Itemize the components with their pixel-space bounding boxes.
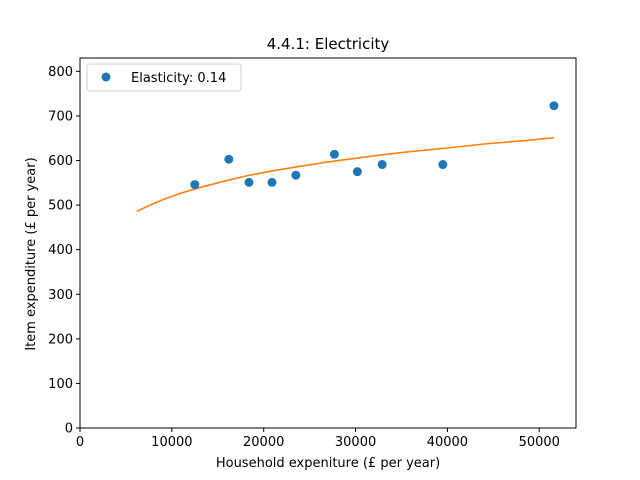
fit-line (136, 137, 555, 213)
legend-marker (101, 72, 111, 82)
data-point (352, 167, 362, 177)
axes (79, 57, 577, 429)
legend-box (86, 63, 242, 92)
data-point (329, 149, 339, 159)
x-tick-label: 40000 (427, 435, 468, 450)
axes-frame (79, 57, 577, 429)
data-point (377, 160, 387, 170)
data-point (190, 180, 200, 190)
y-tick-label: 100 (48, 377, 73, 392)
x-tick-label: 20000 (243, 435, 284, 450)
y-tick-label: 800 (48, 65, 73, 80)
y-tick-label: 500 (48, 199, 73, 214)
y-axis-ticks: 0 100 200 300 400 500 600 700 800 (48, 65, 80, 437)
legend: Elasticity: 0.14 (86, 63, 242, 92)
legend-label: Elasticity: 0.14 (131, 71, 226, 86)
x-tick-label: 30000 (335, 435, 376, 450)
x-tick-label: 10000 (151, 435, 192, 450)
chart-title: 4.4.1: Electricity (267, 35, 390, 53)
y-tick-label: 300 (48, 288, 73, 303)
y-tick-label: 700 (48, 109, 73, 124)
data-point (267, 177, 277, 187)
x-axis-label: Household expeniture (£ per year) (216, 456, 440, 471)
y-tick-label: 400 (48, 243, 73, 258)
x-axis-ticks: 0 10000 20000 30000 40000 50000 (76, 428, 560, 450)
x-tick-label: 50000 (519, 435, 560, 450)
y-tick-label: 600 (48, 154, 73, 169)
y-tick-label: 0 (65, 422, 73, 437)
x-tick-label: 0 (76, 435, 84, 450)
data-point (244, 177, 254, 187)
y-axis-label: Item expenditure (£ per year) (24, 157, 39, 350)
y-tick-label: 200 (48, 332, 73, 347)
data-point (291, 170, 301, 180)
data-point (224, 154, 234, 164)
plot-area (136, 101, 559, 213)
data-point (438, 160, 448, 170)
data-point (549, 101, 559, 111)
